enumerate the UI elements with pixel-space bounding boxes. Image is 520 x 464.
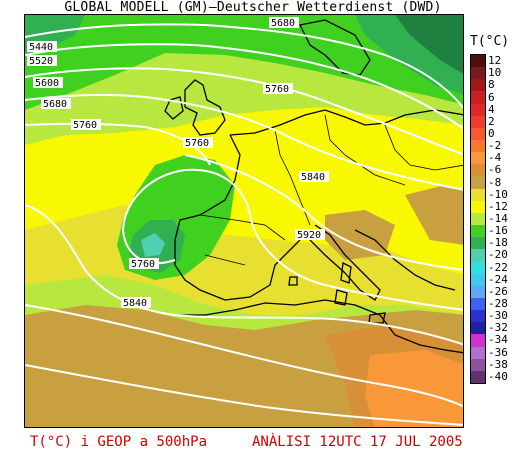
legend-swatch	[471, 91, 485, 105]
legend-tick-label: 6	[488, 90, 495, 104]
legend-swatch	[471, 358, 485, 372]
legend-tick-label: 8	[488, 78, 495, 92]
legend-tick-label: -22	[488, 260, 508, 274]
legend-unit: T(°C)	[470, 34, 510, 49]
legend-tick-label: -14	[488, 212, 508, 225]
contour-label: 5760	[131, 259, 155, 270]
legend-swatch	[471, 249, 485, 262]
legend-swatch	[471, 273, 485, 287]
contour-label: 5680	[271, 18, 295, 29]
coastlines	[164, 19, 463, 354]
cold-core-northeast	[395, 15, 463, 74]
legend-tick-label: 2	[488, 114, 495, 128]
legend-tick-label: -20	[488, 248, 508, 262]
color-legend	[470, 54, 486, 384]
product-label: T(°C) i GEOP a 500hPa	[30, 434, 208, 450]
legend-swatch	[471, 310, 485, 323]
legend-swatch	[471, 140, 485, 153]
legend-tick-label: -16	[488, 224, 508, 238]
legend-swatch	[471, 346, 485, 360]
legend-swatch	[471, 334, 485, 348]
legend-tick-label: -4	[488, 151, 502, 165]
map-title: GLOBAL MODELL (GM)—Deutscher Wetterdiens…	[64, 0, 442, 15]
contour-label: 5440	[29, 42, 53, 53]
legend-tick-label: -36	[488, 345, 508, 359]
legend-swatch	[471, 127, 485, 141]
contour-label: 5760	[185, 138, 209, 149]
cold-low-center	[141, 233, 165, 257]
contour-label: 5760	[73, 120, 97, 131]
legend-swatch	[471, 164, 485, 177]
contour-label: 5920	[297, 230, 321, 241]
legend-swatch	[471, 55, 485, 68]
legend-tick-label: -30	[488, 309, 508, 323]
legend-tick-label: 10	[488, 66, 502, 80]
legend-swatch	[471, 225, 485, 238]
legend-tick-label: -38	[488, 357, 508, 371]
analysis-time: ANÀLISI 12UTC 17 JUL 2005	[252, 434, 463, 450]
legend-tick-label: -28	[488, 297, 508, 311]
legend-swatch	[471, 152, 485, 165]
legend-tick-label: 4	[488, 102, 495, 116]
legend-swatch	[471, 67, 485, 80]
warm-patch-balkans	[405, 185, 463, 245]
legend-swatch	[471, 200, 485, 214]
legend-tick-label: -40	[488, 369, 508, 383]
legend-tick-label: -18	[488, 236, 508, 250]
contour-label: 5520	[29, 56, 53, 67]
legend-swatch	[471, 322, 485, 335]
contour-label: 5600	[35, 78, 59, 89]
legend-swatch	[471, 212, 485, 226]
cold-region-north	[25, 15, 463, 110]
legend-tick-label: -6	[488, 163, 502, 177]
weather-map: 5440 5520 5600 5680 5760 5760 5760 5760 …	[24, 14, 464, 428]
legend-tick-label: -34	[488, 333, 508, 347]
legend-swatch	[471, 237, 485, 250]
legend-swatch	[471, 261, 485, 275]
legend-swatch	[471, 79, 485, 92]
country-borders	[199, 114, 463, 266]
legend-tick-label: -32	[488, 321, 508, 335]
legend-swatch	[471, 188, 485, 202]
contour-label: 5840	[123, 298, 147, 309]
legend-swatch	[471, 297, 485, 311]
legend-tick-label: 0	[488, 126, 495, 140]
legend-tick-label: -2	[488, 139, 502, 153]
contour-label: 5760	[265, 84, 289, 95]
legend-swatch	[471, 285, 485, 299]
geopotential-contours	[25, 23, 463, 426]
hot-core-southeast	[365, 350, 463, 427]
contour-label: 5840	[301, 172, 325, 183]
legend-swatch	[471, 115, 485, 129]
contour-label: 5680	[43, 99, 67, 110]
warm-patch-italy	[325, 210, 395, 260]
legend-tick-label: -10	[488, 187, 508, 201]
legend-tick-label: 12	[488, 54, 502, 68]
legend-tick-label: -24	[488, 272, 508, 286]
legend-swatch	[471, 370, 485, 384]
legend-swatch	[471, 103, 485, 117]
contour-label-group: 5440 5520 5600 5680 5760 5760 5760 5760 …	[27, 17, 329, 309]
legend-tick-label: -26	[488, 284, 508, 298]
legend-tick-label: -8	[488, 175, 502, 189]
legend-swatch	[471, 176, 485, 190]
legend-tick-label: -12	[488, 199, 508, 213]
